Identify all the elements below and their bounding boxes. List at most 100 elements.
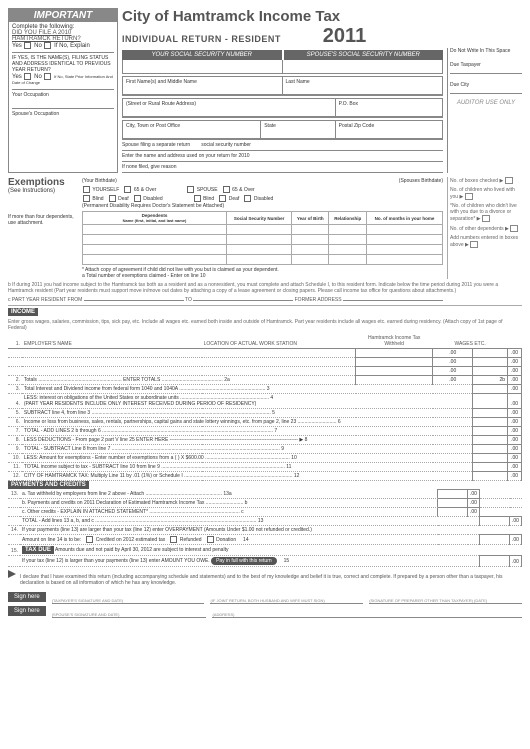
sig-spouse[interactable]: (SPOUSE'S SIGNATURE AND DATE)	[52, 606, 207, 618]
chk-spouse[interactable]	[187, 186, 194, 193]
chk-65-1[interactable]	[124, 186, 131, 193]
chk-65-2[interactable]	[223, 186, 230, 193]
rn5: Add numbers entered in boxes above	[450, 235, 518, 248]
sign-row-1: Sign here (TAXPAYER'S SIGNATURE AND DATE…	[8, 590, 522, 604]
dep-h5: No. of months in your home	[366, 212, 442, 225]
due-taxpayer: Due Taxpayer	[450, 54, 522, 74]
spouse-filing-label: Spouse filing a separate return	[122, 142, 190, 148]
sig-address[interactable]: (ADDRESS)	[212, 606, 522, 618]
rn1-box[interactable]	[505, 177, 513, 184]
refunded-label: Refunded	[180, 537, 202, 543]
wage-row[interactable]: .00 .00	[8, 358, 522, 367]
rn1: No. of boxes checked	[450, 178, 498, 184]
sig-preparer[interactable]: (SIGNATURE OF PREPARER OTHER THAN TAXPAY…	[369, 592, 522, 604]
rn2-box[interactable]	[465, 193, 473, 200]
cents: .00	[508, 445, 522, 454]
cents: .00	[508, 358, 522, 367]
exemptions-section: Exemptions (See Instructions) If more th…	[8, 177, 522, 279]
chk-refunded[interactable]	[170, 536, 177, 543]
l12: CITY OF HAMTRAMCK TAX: Multiply Line 11 …	[22, 472, 473, 481]
chk-blind-2[interactable]	[194, 195, 201, 202]
dep-row[interactable]	[83, 245, 443, 255]
spouse-label: SPOUSE	[197, 187, 218, 193]
city-fields: City, Town or Post Office State Postal Z…	[122, 120, 443, 140]
paraC-to: TO	[185, 297, 192, 303]
chk-deaf-1[interactable]	[109, 195, 116, 202]
wage-row[interactable]: .00.00	[8, 367, 522, 376]
ifno-label: If No, Explain	[54, 43, 90, 49]
cents: .00	[468, 490, 480, 499]
no-checkbox-2[interactable]	[44, 73, 51, 80]
col-withheld: Hamtramck Income Tax Withheld	[356, 334, 433, 349]
exemptions-body: (Your Birthdate) (Spouses Birthdate) YOU…	[82, 177, 443, 279]
rn4-box[interactable]	[510, 225, 518, 232]
ssn-your: YOUR SOCIAL SECURITY NUMBER	[122, 50, 282, 60]
chk-credited[interactable]	[86, 536, 93, 543]
state-field[interactable]: State	[261, 121, 335, 139]
rn5-box[interactable]	[470, 241, 478, 248]
cents: .00	[433, 358, 473, 367]
over65-2: 65 & Over	[232, 187, 255, 193]
pobox-field[interactable]: P.O. Box	[336, 99, 442, 117]
l9: TOTAL - SUBTRACT Line 8 from line 7 ....…	[22, 445, 473, 454]
payments-table: 13.a. Tax withheld by employers from lin…	[8, 489, 522, 545]
income-table: 1. EMPLOYER'S NAME LOCATION OF ACTUAL WO…	[8, 334, 522, 481]
sign-here-2[interactable]: Sign here	[8, 606, 46, 616]
l13c: c. Other credits - EXPLAIN IN ATTACHED S…	[20, 508, 438, 517]
cents: .00	[510, 517, 522, 526]
ssn-line-label: social security number	[201, 142, 251, 148]
no-checkbox-1[interactable]	[44, 42, 51, 49]
sign-here-1[interactable]: Sign here	[8, 592, 46, 602]
total-exemp-note: a Total number of exemptions claimed - E…	[82, 273, 443, 279]
cents: .00	[508, 472, 522, 481]
tax-year: 2011	[323, 25, 366, 48]
spouse-birth-label: (Spouses Birthdate)	[399, 178, 443, 184]
l14b: Amount on line 14 is to be:	[22, 537, 81, 543]
declaration: I declare that I have examined this retu…	[20, 574, 522, 586]
see-instructions: (See Instructions)	[8, 188, 78, 194]
first-name-field[interactable]: First Name(s) and Middle Name	[123, 77, 283, 95]
due-city: Due City	[450, 74, 522, 94]
cents: .00	[508, 427, 522, 436]
dep-row[interactable]	[83, 225, 443, 235]
yes-checkbox-2[interactable]	[24, 73, 31, 80]
l15: Amounts due and not paid by April 30, 20…	[55, 547, 228, 553]
l2b: 2b	[473, 376, 508, 385]
rn3-box[interactable]	[482, 215, 490, 222]
sig-taxpayer[interactable]: (TAXPAYER'S SIGNATURE AND DATE)	[52, 592, 205, 604]
chk-dis-2[interactable]	[244, 195, 251, 202]
credited-label: Credited on 2012 estimated tax	[96, 537, 166, 543]
street-field[interactable]: (Street or Rural Route Address)	[123, 99, 336, 117]
cents: .00	[508, 376, 522, 385]
arrow-icon	[8, 570, 16, 578]
cents: .00	[468, 508, 480, 517]
sig-joint[interactable]: (IF JOINT RETURN, BOTH HUSBAND AND WIFE …	[210, 592, 363, 604]
chk-yourself[interactable]	[83, 186, 90, 193]
chk-donation[interactable]	[207, 536, 214, 543]
city-field[interactable]: City, Town or Post Office	[123, 121, 261, 139]
chk-dis-1[interactable]	[134, 195, 141, 202]
dep-h1b: Name (first, initial, and last name)	[123, 218, 187, 223]
no-write-area: Do Not Write In This Space Due Taxpayer …	[447, 48, 522, 173]
dep-row[interactable]	[83, 255, 443, 265]
payments-head: PAYMENTS AND CREDITS	[8, 481, 89, 489]
right-notes: No. of boxes checked ▶ No. of children w…	[447, 177, 522, 279]
chk-deaf-2[interactable]	[219, 195, 226, 202]
yourself-label: YOURSELF	[92, 187, 119, 193]
last-name-field[interactable]: Last Name	[283, 77, 443, 95]
auditor-label: AUDITOR USE ONLY	[450, 100, 522, 106]
dep-h4: Relationship	[329, 212, 367, 225]
l13b: b. Payments and credits on 2011 Declarat…	[20, 499, 438, 508]
zip-field[interactable]: Postal Zip Code	[336, 121, 442, 139]
tax-form-page: IMPORTANT Complete the following: DID YO…	[0, 0, 530, 626]
dep-row[interactable]	[83, 235, 443, 245]
q2-text: IF YES, IS THE NAME(S), FILING STATUS AN…	[12, 52, 114, 73]
cents: .00	[433, 349, 473, 358]
exemptions-left: Exemptions (See Instructions) If more th…	[8, 177, 78, 279]
yes-checkbox-1[interactable]	[24, 42, 31, 49]
more-than-4: If more than four dependents, use attach…	[8, 214, 78, 226]
no-label: No	[34, 43, 42, 49]
dependents-table: DependentsName (first, initial, and last…	[82, 211, 443, 265]
wage-row[interactable]: .00.00	[8, 349, 522, 358]
chk-blind-1[interactable]	[83, 195, 90, 202]
